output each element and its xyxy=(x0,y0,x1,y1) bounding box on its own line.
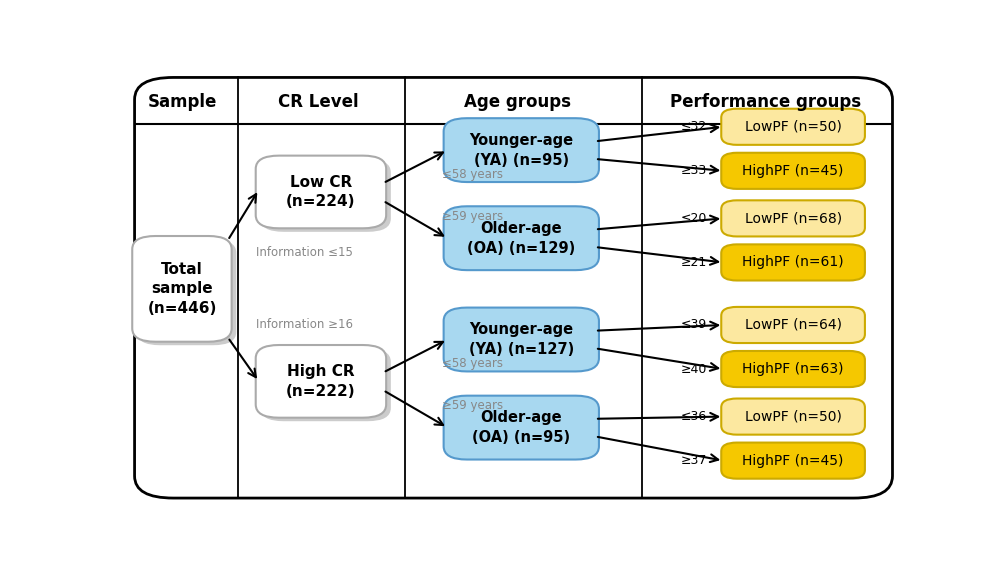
FancyBboxPatch shape xyxy=(721,109,865,145)
Text: ≤58 years: ≤58 years xyxy=(442,358,503,370)
Text: ≥59 years: ≥59 years xyxy=(442,399,503,412)
Text: Information ≤15: Information ≤15 xyxy=(256,246,353,259)
FancyBboxPatch shape xyxy=(134,77,893,498)
Text: LowPF (n=64): LowPF (n=64) xyxy=(744,318,842,332)
Text: ≥40: ≥40 xyxy=(680,363,706,376)
Text: HighPF (n=45): HighPF (n=45) xyxy=(742,454,844,468)
Text: HighPF (n=61): HighPF (n=61) xyxy=(742,256,844,269)
Text: ≤58 years: ≤58 years xyxy=(442,168,503,181)
Text: High CR
(n=222): High CR (n=222) xyxy=(287,364,356,399)
Text: Younger-age
(YA) (n=127): Younger-age (YA) (n=127) xyxy=(469,322,574,357)
Text: Older-age
(OA) (n=129): Older-age (OA) (n=129) xyxy=(467,221,575,256)
FancyBboxPatch shape xyxy=(721,399,865,435)
FancyBboxPatch shape xyxy=(721,153,865,189)
Text: CR Level: CR Level xyxy=(278,93,358,110)
Text: Younger-age
(YA) (n=95): Younger-age (YA) (n=95) xyxy=(469,133,573,168)
FancyBboxPatch shape xyxy=(137,240,236,345)
FancyBboxPatch shape xyxy=(261,348,391,421)
Text: Sample: Sample xyxy=(147,93,216,110)
Text: ≤36: ≤36 xyxy=(680,410,706,423)
FancyBboxPatch shape xyxy=(444,396,599,459)
Text: ≤20: ≤20 xyxy=(680,212,706,225)
FancyBboxPatch shape xyxy=(721,351,865,387)
FancyBboxPatch shape xyxy=(444,118,599,182)
Text: LowPF (n=50): LowPF (n=50) xyxy=(744,410,842,424)
Text: ≥59 years: ≥59 years xyxy=(442,210,503,223)
FancyBboxPatch shape xyxy=(721,200,865,236)
Text: ≥37: ≥37 xyxy=(680,454,706,467)
FancyBboxPatch shape xyxy=(721,443,865,479)
Text: Low CR
(n=224): Low CR (n=224) xyxy=(287,174,356,209)
Text: ≤32: ≤32 xyxy=(680,120,706,133)
Text: ≥33: ≥33 xyxy=(680,164,706,177)
Text: LowPF (n=50): LowPF (n=50) xyxy=(744,120,842,134)
Text: Age groups: Age groups xyxy=(464,93,571,110)
FancyBboxPatch shape xyxy=(132,236,231,341)
Text: Total
sample
(n=446): Total sample (n=446) xyxy=(147,261,216,316)
Text: LowPF (n=68): LowPF (n=68) xyxy=(744,212,842,225)
Text: Performance groups: Performance groups xyxy=(670,93,862,110)
FancyBboxPatch shape xyxy=(444,206,599,270)
FancyBboxPatch shape xyxy=(256,156,386,228)
Text: Older-age
(OA) (n=95): Older-age (OA) (n=95) xyxy=(472,410,570,445)
Text: ≥21: ≥21 xyxy=(680,256,706,269)
FancyBboxPatch shape xyxy=(721,244,865,280)
FancyBboxPatch shape xyxy=(721,307,865,343)
FancyBboxPatch shape xyxy=(256,345,386,418)
Text: HighPF (n=63): HighPF (n=63) xyxy=(742,362,844,376)
FancyBboxPatch shape xyxy=(444,308,599,371)
Text: Information ≥16: Information ≥16 xyxy=(256,317,353,331)
FancyBboxPatch shape xyxy=(261,159,391,232)
Text: ≤39: ≤39 xyxy=(680,319,706,332)
Text: HighPF (n=45): HighPF (n=45) xyxy=(742,164,844,178)
